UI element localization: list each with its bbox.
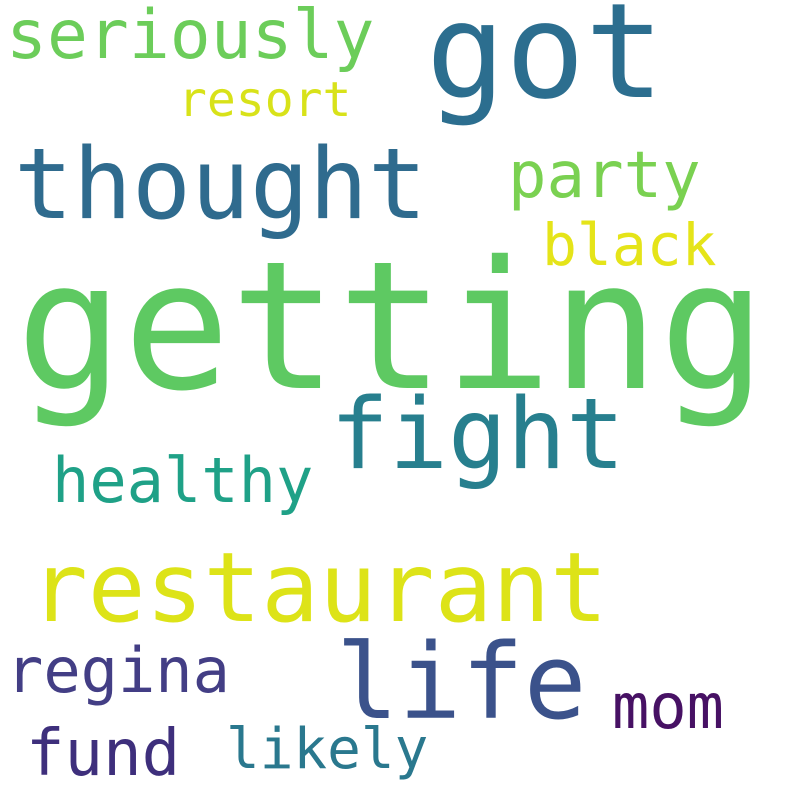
word-got: got xyxy=(426,0,665,129)
word-life: life xyxy=(336,621,587,743)
word-fund: fund xyxy=(26,717,181,791)
word-party: party xyxy=(508,139,701,213)
word-getting: getting xyxy=(16,223,767,430)
word-seriously: seriously xyxy=(6,0,375,75)
word-healthy: healthy xyxy=(52,444,314,517)
word-restaurant: restaurant xyxy=(30,532,608,644)
word-mom: mom xyxy=(612,670,724,743)
word-thought: thought xyxy=(14,128,428,242)
word-resort: resort xyxy=(178,72,352,128)
word-fight: fight xyxy=(330,378,626,492)
word-black: black xyxy=(542,211,717,279)
word-likely: likely xyxy=(226,717,429,782)
word-regina: regina xyxy=(6,634,230,707)
